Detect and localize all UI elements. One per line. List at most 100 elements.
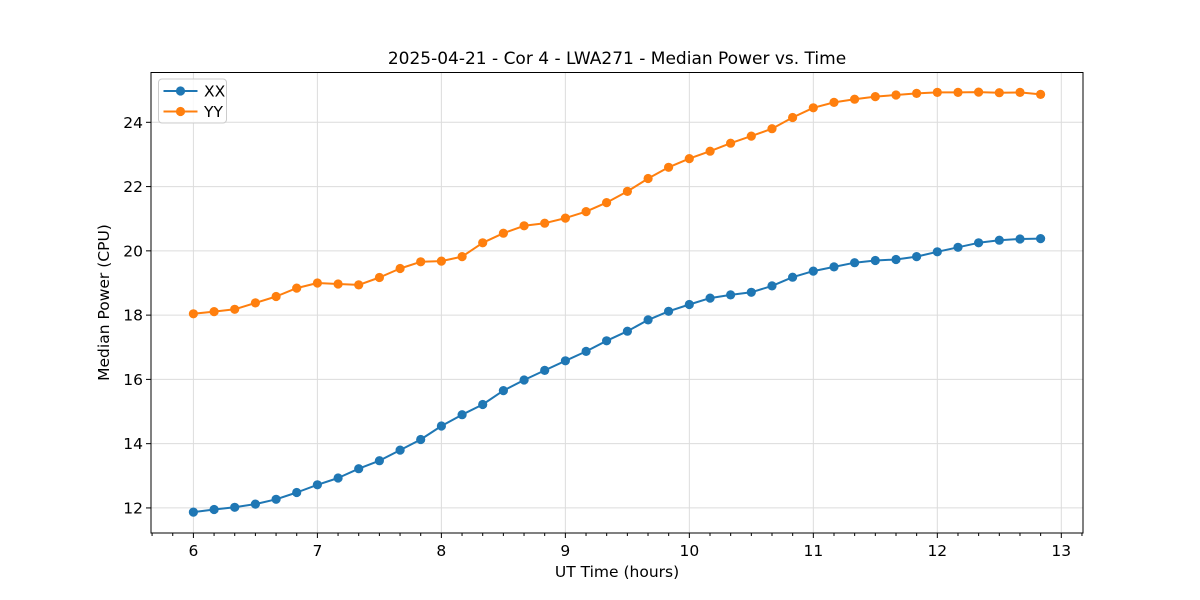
data-point-marker-XX bbox=[994, 235, 1004, 245]
data-point-marker-XX bbox=[726, 290, 736, 300]
data-point-marker-YY bbox=[974, 87, 984, 97]
data-point-marker-XX bbox=[209, 504, 219, 515]
data-point-marker-XX bbox=[684, 299, 694, 310]
data-point-marker-XX bbox=[767, 281, 777, 291]
data-point-marker-XX bbox=[560, 356, 571, 366]
y-axis-label: Median Power (CPU) bbox=[95, 224, 113, 381]
plot-area-border bbox=[150, 72, 1084, 534]
data-point-marker-XX bbox=[705, 293, 715, 303]
data-point-marker-YY bbox=[808, 103, 818, 113]
x-tick-label: 6 bbox=[188, 542, 198, 560]
data-point-marker-YY bbox=[333, 279, 343, 289]
data-point-marker-YY bbox=[560, 213, 571, 223]
data-point-marker-XX bbox=[912, 252, 922, 262]
y-tick-label: 14 bbox=[123, 435, 143, 453]
data-point-marker-YY bbox=[932, 87, 942, 97]
data-point-marker-YY bbox=[374, 272, 384, 283]
y-tick-label: 18 bbox=[123, 307, 143, 325]
data-point-marker-XX bbox=[271, 494, 281, 504]
data-point-marker-XX bbox=[540, 365, 550, 375]
tick-layer: 6 7 8 9 10 11 12 13 12 14 16 18 20 22 24 bbox=[123, 114, 1083, 560]
data-point-marker-XX bbox=[974, 238, 984, 248]
x-tick-label: 9 bbox=[560, 542, 570, 560]
data-point-marker-YY bbox=[478, 238, 488, 248]
y-tick-label: 20 bbox=[123, 242, 143, 260]
x-tick-label: 12 bbox=[927, 542, 947, 560]
y-tick-label: 22 bbox=[123, 178, 143, 196]
data-point-marker-YY bbox=[602, 198, 612, 208]
data-point-marker-YY bbox=[829, 97, 839, 107]
data-point-marker-YY bbox=[850, 94, 860, 104]
data-point-marker-YY bbox=[416, 257, 426, 267]
data-point-marker-YY bbox=[746, 131, 756, 141]
data-point-marker-XX bbox=[891, 254, 901, 265]
data-point-marker-XX bbox=[746, 287, 756, 297]
data-point-marker-YY bbox=[1036, 89, 1046, 99]
data-point-marker-YY bbox=[312, 278, 322, 288]
data-point-marker-XX bbox=[788, 272, 798, 282]
x-tick-label: 11 bbox=[803, 542, 823, 560]
data-point-marker-XX bbox=[292, 487, 302, 498]
data-point-marker-XX bbox=[478, 399, 488, 410]
data-point-marker-YY bbox=[436, 256, 446, 266]
data-point-marker-YY bbox=[891, 90, 901, 100]
data-point-marker-YY bbox=[519, 221, 529, 231]
y-tick-label: 12 bbox=[123, 499, 143, 517]
data-point-marker-XX bbox=[643, 315, 653, 325]
y-tick-label: 24 bbox=[123, 114, 143, 132]
chart-title: 2025-04-21 - Cor 4 - LWA271 - Median Pow… bbox=[388, 49, 846, 69]
data-point-marker-XX bbox=[622, 326, 633, 336]
x-tick-label: 8 bbox=[436, 542, 446, 560]
data-point-marker-XX bbox=[664, 306, 674, 316]
x-tick-label: 10 bbox=[679, 542, 699, 560]
data-point-marker-XX bbox=[374, 456, 384, 466]
data-point-marker-YY bbox=[188, 309, 198, 319]
data-point-marker-XX bbox=[953, 242, 963, 252]
data-point-marker-XX bbox=[829, 262, 839, 272]
data-point-marker-XX bbox=[250, 499, 260, 509]
data-point-marker-YY bbox=[684, 154, 694, 164]
x-tick-label: 13 bbox=[1051, 542, 1071, 560]
data-point-marker-XX bbox=[581, 346, 591, 356]
data-point-marker-YY bbox=[581, 207, 591, 217]
data-point-marker-XX bbox=[416, 434, 426, 445]
legend-label-XX: XX bbox=[204, 83, 226, 101]
data-point-marker-YY bbox=[457, 252, 467, 262]
series-layer bbox=[188, 87, 1046, 517]
series-XX bbox=[188, 234, 1046, 517]
data-point-marker-XX bbox=[230, 502, 240, 512]
data-point-marker-YY bbox=[250, 298, 260, 308]
data-point-marker-XX bbox=[932, 247, 942, 257]
data-point-marker-YY bbox=[354, 280, 364, 290]
legend-label-YY: YY bbox=[203, 103, 223, 121]
data-point-marker-XX bbox=[498, 386, 508, 396]
data-point-marker-YY bbox=[953, 87, 963, 97]
x-tick-label: 7 bbox=[312, 542, 322, 560]
data-point-marker-YY bbox=[643, 173, 653, 184]
data-point-marker-YY bbox=[726, 138, 736, 148]
data-point-marker-YY bbox=[395, 263, 405, 274]
data-point-marker-XX bbox=[602, 336, 612, 346]
data-point-marker-XX bbox=[436, 421, 446, 431]
data-point-marker-YY bbox=[705, 146, 715, 156]
data-point-marker-XX bbox=[457, 410, 467, 420]
data-point-marker-YY bbox=[209, 307, 219, 317]
data-point-marker-YY bbox=[664, 162, 674, 172]
x-axis-label: UT Time (hours) bbox=[555, 563, 679, 581]
data-point-marker-XX bbox=[1036, 234, 1046, 244]
data-point-marker-XX bbox=[333, 473, 343, 483]
data-point-marker-YY bbox=[271, 291, 281, 302]
data-point-marker-YY bbox=[622, 186, 633, 196]
legend-marker-YY bbox=[175, 106, 186, 117]
data-point-marker-YY bbox=[788, 112, 798, 123]
data-point-marker-XX bbox=[1015, 234, 1025, 244]
data-point-marker-XX bbox=[312, 480, 322, 490]
data-point-marker-XX bbox=[354, 464, 364, 474]
data-point-marker-XX bbox=[850, 258, 860, 268]
legend-marker-XX bbox=[175, 86, 186, 96]
data-point-marker-YY bbox=[230, 304, 240, 314]
data-point-marker-XX bbox=[395, 445, 405, 455]
data-point-marker-YY bbox=[912, 88, 922, 98]
